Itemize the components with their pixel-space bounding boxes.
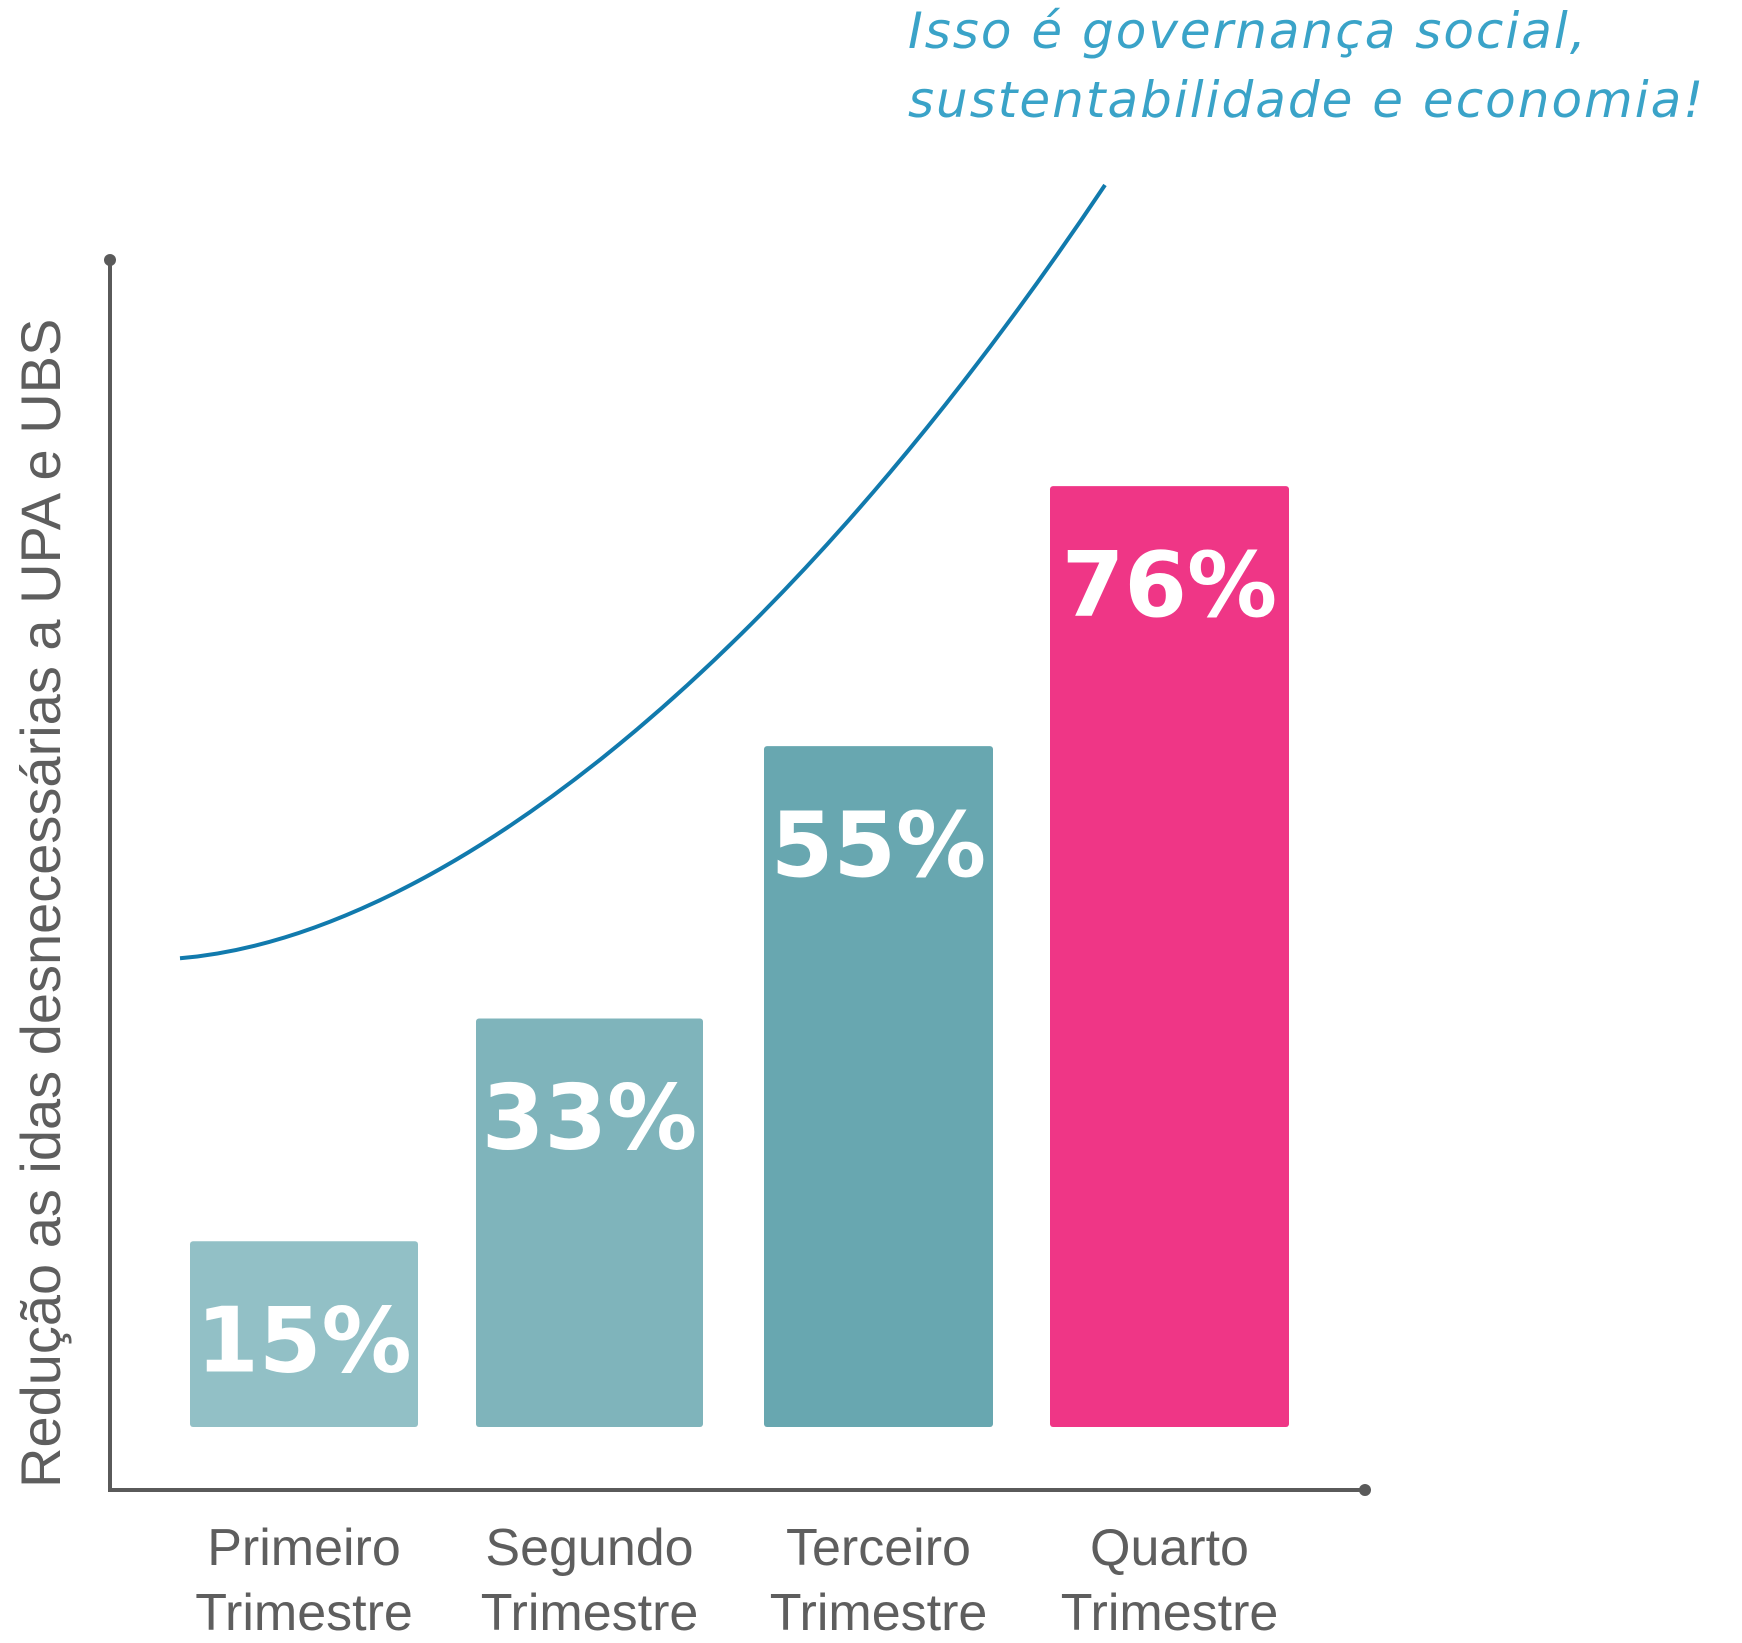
x-tick-labels: Primeiro Trimestre Segundo Trimestre Terceir… [195, 1519, 1278, 1642]
x-tick-label: Trimestre [481, 1584, 699, 1642]
bars: 15% 33% 55% 76% [190, 486, 1289, 1427]
bar-value-label: 33% [482, 1065, 697, 1170]
bar [476, 1018, 703, 1427]
axes [104, 254, 1371, 1496]
bar-value-label: 15% [196, 1288, 411, 1393]
annotation-line-2: sustentabilidade e economia! [908, 71, 1705, 129]
annotation: Isso é governança social, sustentabilida… [908, 2, 1705, 129]
annotation-line-1: Isso é governança social, [908, 2, 1588, 60]
trend-line [179, 183, 1107, 961]
x-tick-label: Trimestre [195, 1584, 413, 1642]
y-axis-end-dot [104, 254, 116, 266]
x-tick-label: Segundo [485, 1519, 693, 1577]
y-axis-label: Redução as idas desnecessárias a UPA e U… [9, 319, 72, 1488]
x-tick-label: Terceiro [786, 1519, 971, 1577]
x-tick-label: Primeiro [207, 1519, 401, 1577]
x-axis-end-dot [1359, 1484, 1371, 1496]
bar [764, 746, 993, 1427]
x-tick-label: Trimestre [770, 1584, 988, 1642]
bar-value-label: 76% [1062, 533, 1277, 638]
x-tick-label: Quarto [1090, 1519, 1249, 1577]
bar [190, 1241, 418, 1427]
bar-value-label: 55% [771, 793, 986, 898]
x-tick-label: Trimestre [1061, 1584, 1279, 1642]
bar [1050, 486, 1289, 1427]
